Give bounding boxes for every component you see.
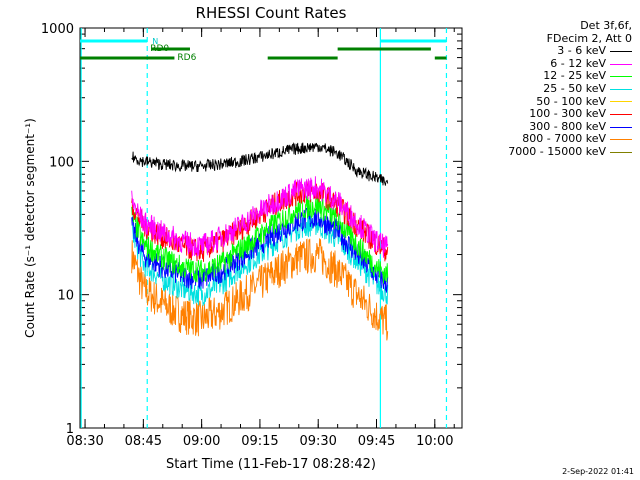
y-tick-label: 1000 bbox=[41, 22, 74, 37]
legend-entry: 50 - 100 keV bbox=[470, 94, 632, 109]
chart-legend: Det 3f,6f, FDecim 2, Att 0 3 - 6 keV 6 - … bbox=[470, 19, 632, 159]
legend-swatch bbox=[610, 76, 632, 78]
y-axis-label: Count Rate (s⁻¹ detector segment⁻¹) bbox=[23, 118, 37, 338]
legend-entry-label: 3 - 6 keV bbox=[557, 44, 606, 58]
legend-entry: 100 - 300 keV bbox=[470, 108, 632, 121]
legend-swatch bbox=[610, 151, 632, 153]
x-tick-label: 10:00 bbox=[416, 434, 453, 449]
legend-entry-label: 25 - 50 keV bbox=[543, 81, 606, 95]
x-tick-label: 08:30 bbox=[66, 434, 103, 449]
legend-entry-label: 100 - 300 keV bbox=[529, 107, 606, 121]
x-axis-label: Start Time (11-Feb-17 08:28:42) bbox=[166, 457, 376, 472]
legend-entry: 3 - 6 keV bbox=[470, 45, 632, 58]
legend-header-line-2: FDecim 2, Att 0 bbox=[546, 31, 632, 45]
y-tick-label: 1 bbox=[66, 422, 74, 437]
plot-frame bbox=[79, 27, 463, 429]
legend-swatch bbox=[610, 113, 632, 115]
timestamp-footer: 2-Sep-2022 01:41 bbox=[562, 467, 634, 476]
series-line bbox=[131, 141, 389, 186]
chart-title: RHESSI Count Rates bbox=[196, 4, 347, 22]
legend-entry: 300 - 800 keV bbox=[470, 119, 632, 134]
legend-swatch bbox=[610, 88, 632, 90]
state-label-n: N bbox=[152, 37, 158, 46]
legend-entry-label: 6 - 12 keV bbox=[550, 56, 606, 70]
legend-entry-label: 300 - 800 keV bbox=[529, 119, 606, 133]
legend-entry: 7000 - 15000 keV bbox=[470, 144, 632, 159]
legend-entry: 25 - 50 keV bbox=[470, 81, 632, 96]
legend-entry-label: 7000 - 15000 keV bbox=[508, 144, 606, 158]
x-tick-label: 09:30 bbox=[299, 434, 336, 449]
series-line bbox=[131, 194, 389, 284]
legend-entry: 6 - 12 keV bbox=[470, 56, 632, 71]
y-tick-label: 100 bbox=[49, 155, 74, 170]
series-line bbox=[131, 176, 389, 258]
legend-swatch bbox=[610, 63, 632, 65]
legend-entry: 800 - 7000 keV bbox=[470, 133, 632, 146]
legend-swatch bbox=[610, 126, 632, 128]
legend-entry-label: 12 - 25 keV bbox=[543, 69, 606, 83]
legend-swatch bbox=[610, 50, 632, 52]
x-tick-label: 08:45 bbox=[125, 434, 162, 449]
x-tick-label: 09:00 bbox=[183, 434, 220, 449]
state-label-rd0: RD0 bbox=[150, 44, 169, 54]
x-tick-label: 09:45 bbox=[358, 434, 395, 449]
legend-swatch bbox=[610, 101, 632, 103]
legend-header-line-1: Det 3f,6f, bbox=[580, 19, 632, 32]
state-label-rd6: RD6 bbox=[177, 53, 196, 63]
legend-entry-label: 800 - 7000 keV bbox=[522, 132, 606, 146]
legend-swatch bbox=[610, 139, 632, 141]
x-tick-label: 09:15 bbox=[241, 434, 278, 449]
legend-entry-label: 50 - 100 keV bbox=[536, 94, 606, 108]
series-line bbox=[131, 238, 389, 341]
legend-entry: 12 - 25 keV bbox=[470, 70, 632, 83]
y-tick-label: 10 bbox=[57, 289, 74, 304]
